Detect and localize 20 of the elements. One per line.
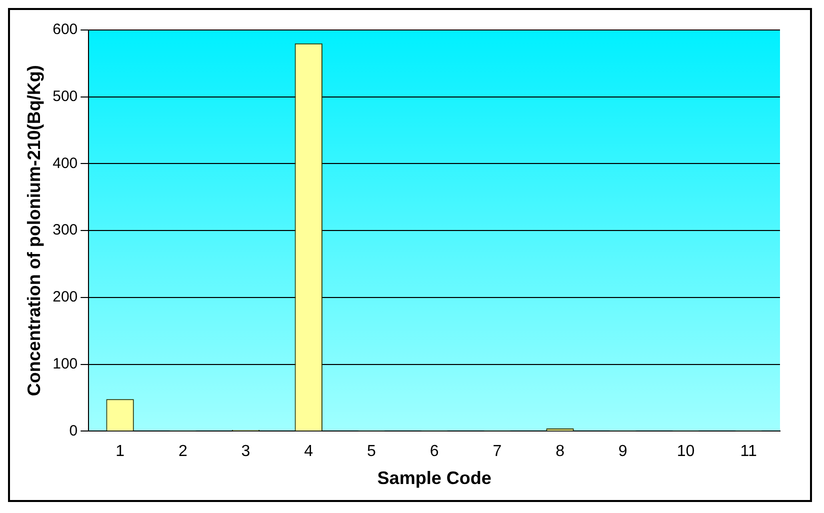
x-tick-label: 9	[618, 443, 628, 460]
x-tick-label: 10	[676, 443, 695, 460]
y-axis-title: Concentration of polonium-210(Bq/Kg)	[24, 65, 44, 396]
x-axis-title: Sample Code	[377, 468, 492, 488]
x-tick-label: 4	[304, 443, 314, 460]
y-tick-label: 400	[52, 154, 78, 172]
y-tick-label: 100	[52, 355, 78, 372]
x-tick-label: 11	[740, 443, 757, 460]
y-tick-label: 300	[52, 222, 78, 239]
y-tick-label: 500	[52, 88, 78, 106]
x-tick-label: 1	[116, 443, 125, 460]
x-tick-label: 7	[492, 443, 502, 460]
x-tick-label: 3	[241, 443, 250, 460]
y-tick-label: 200	[52, 288, 78, 306]
y-tick-label: 600	[52, 21, 78, 38]
x-tick-label: 8	[556, 443, 565, 460]
x-tick-label: 2	[178, 443, 188, 460]
x-tick-label: 5	[367, 443, 376, 460]
x-tick-label: 6	[430, 443, 439, 460]
y-tick-label: 0	[69, 422, 78, 440]
